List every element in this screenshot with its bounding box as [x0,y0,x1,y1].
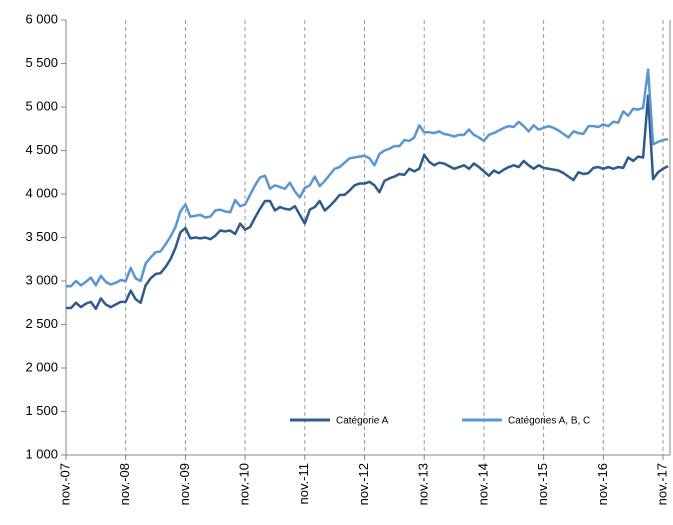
x-tick-label: nov.-13 [416,463,431,505]
y-tick-label: 5 500 [25,55,58,70]
x-tick-label: nov.-10 [237,463,252,505]
x-tick-label: nov.-16 [595,463,610,505]
legend-label: Catégories A, B, C [508,416,590,427]
y-tick-label: 4 500 [25,142,58,157]
x-tick-label: nov.-15 [535,463,550,505]
y-tick-label: 3 000 [25,272,58,287]
y-tick-label: 3 500 [25,229,58,244]
y-tick-label: 1 500 [25,403,58,418]
line-series [66,68,669,288]
y-tick-label: 1 000 [25,446,58,461]
y-tick-label: 2 000 [25,359,58,374]
x-tick-label: nov.-08 [117,463,132,505]
line-series [66,94,669,311]
x-tick-label: nov.-07 [57,463,72,505]
x-tick-label: nov.-12 [356,463,371,505]
y-tick-label: 5 000 [25,98,58,113]
x-tick-label: nov.-14 [475,463,490,505]
x-tick-label: nov.-09 [177,463,192,505]
x-tick-label: nov.-11 [296,463,311,504]
legend-label: Catégorie A [336,416,389,427]
y-tick-label: 2 500 [25,316,58,331]
y-tick-label: 4 000 [25,185,58,200]
x-tick-label: nov.-17 [654,463,669,505]
y-tick-label: 6 000 [25,11,58,26]
